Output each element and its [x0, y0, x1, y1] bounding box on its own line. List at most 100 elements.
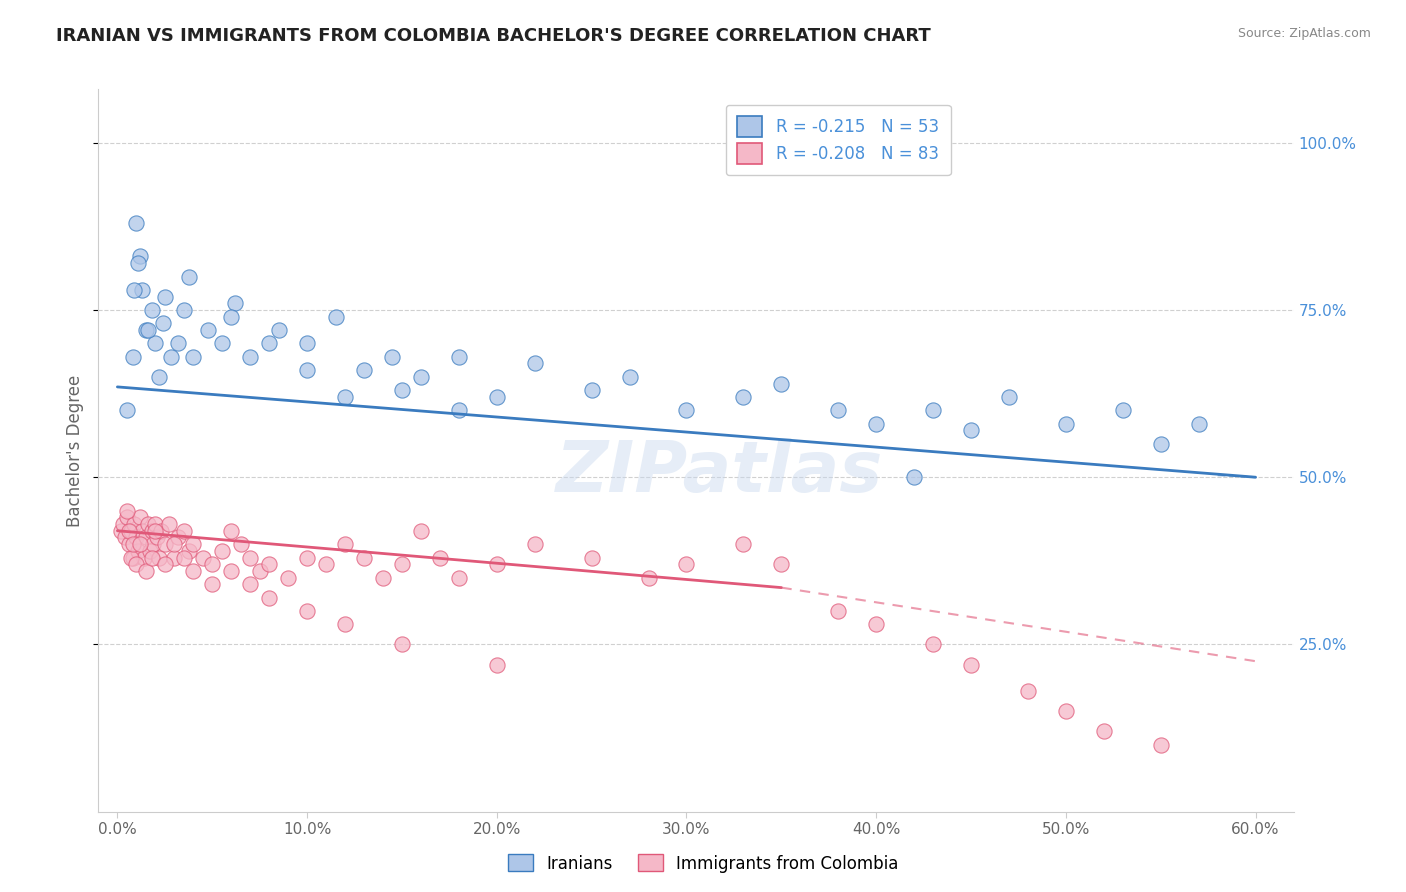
Point [135, 530, 157, 544]
Point [201, 577, 224, 591]
Point [409, 369, 432, 384]
Point [1150, 436, 1173, 450]
Point [159, 350, 181, 364]
Point [229, 537, 252, 551]
Point [295, 336, 318, 351]
Point [827, 604, 849, 618]
Point [135, 323, 157, 337]
Point [125, 557, 148, 572]
Point [827, 403, 849, 417]
Point [1017, 684, 1039, 698]
Point [277, 571, 299, 585]
Point [121, 550, 143, 565]
Point [619, 369, 641, 384]
Point [770, 557, 793, 572]
Point [115, 510, 138, 524]
Text: ZIPatlas: ZIPatlas [557, 438, 883, 507]
Point [447, 403, 470, 417]
Point [121, 350, 143, 364]
Legend: Iranians, Immigrants from Colombia: Iranians, Immigrants from Colombia [501, 847, 905, 880]
Point [143, 517, 166, 532]
Point [115, 503, 138, 517]
Point [167, 530, 190, 544]
Point [391, 557, 413, 572]
Point [150, 524, 173, 538]
Point [1150, 738, 1173, 752]
Point [409, 524, 432, 538]
Point [675, 557, 697, 572]
Point [770, 376, 793, 391]
Point [127, 543, 149, 558]
Point [141, 550, 163, 565]
Point [353, 363, 375, 377]
Point [201, 557, 224, 572]
Point [998, 390, 1021, 404]
Y-axis label: Bachelor's Degree: Bachelor's Degree [66, 375, 84, 526]
Point [267, 323, 290, 337]
Point [121, 537, 143, 551]
Point [127, 256, 149, 270]
Point [333, 617, 356, 632]
Point [333, 537, 356, 551]
Point [295, 604, 318, 618]
Point [239, 350, 262, 364]
Point [381, 350, 404, 364]
Point [179, 269, 201, 284]
Point [135, 564, 157, 578]
Point [136, 323, 159, 337]
Point [922, 403, 945, 417]
Point [163, 550, 186, 565]
Point [143, 336, 166, 351]
Point [197, 323, 219, 337]
Point [211, 543, 233, 558]
Point [1054, 417, 1077, 431]
Point [163, 537, 186, 551]
Point [675, 403, 697, 417]
Point [523, 356, 546, 371]
Point [110, 524, 132, 538]
Point [485, 557, 508, 572]
Point [131, 283, 153, 297]
Point [219, 310, 242, 324]
Point [114, 530, 136, 544]
Point [141, 524, 163, 538]
Point [136, 517, 159, 532]
Point [960, 424, 983, 438]
Point [239, 550, 262, 565]
Point [142, 537, 165, 551]
Point [153, 557, 176, 572]
Point [447, 350, 470, 364]
Point [353, 550, 375, 565]
Point [371, 571, 394, 585]
Point [181, 564, 204, 578]
Point [112, 517, 135, 532]
Point [219, 564, 242, 578]
Point [120, 550, 142, 565]
Point [173, 303, 195, 318]
Point [239, 577, 262, 591]
Point [219, 524, 242, 538]
Point [181, 537, 204, 551]
Point [1188, 417, 1211, 431]
Point [447, 571, 470, 585]
Point [173, 550, 195, 565]
Point [333, 390, 356, 404]
Point [118, 537, 141, 551]
Point [129, 250, 152, 264]
Point [325, 310, 347, 324]
Point [637, 571, 659, 585]
Point [224, 296, 246, 310]
Point [1112, 403, 1135, 417]
Point [295, 550, 318, 565]
Point [157, 517, 180, 532]
Point [249, 564, 271, 578]
Point [179, 543, 201, 558]
Text: IRANIAN VS IMMIGRANTS FROM COLOMBIA BACHELOR'S DEGREE CORRELATION CHART: IRANIAN VS IMMIGRANTS FROM COLOMBIA BACH… [56, 27, 931, 45]
Point [1054, 705, 1077, 719]
Point [865, 417, 887, 431]
Point [922, 637, 945, 651]
Point [129, 510, 152, 524]
Legend: R = -0.215   N = 53, R = -0.208   N = 83: R = -0.215 N = 53, R = -0.208 N = 83 [725, 104, 950, 176]
Point [191, 550, 214, 565]
Point [485, 390, 508, 404]
